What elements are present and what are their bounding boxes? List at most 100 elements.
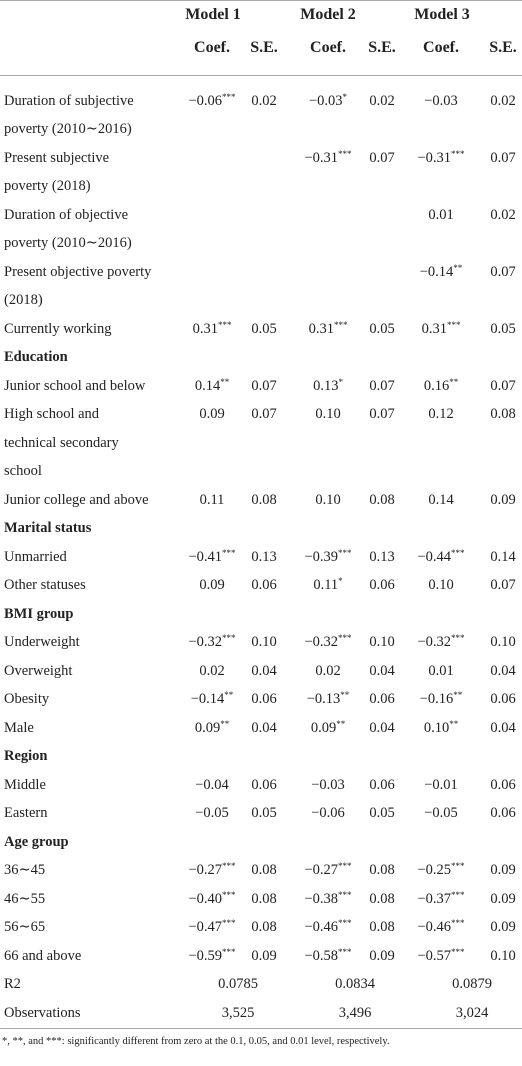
cell: −0.27*** (304, 861, 352, 879)
cell: 0.04 (251, 662, 277, 679)
cell: 0.08 (251, 862, 277, 878)
cell: −0.04 (195, 776, 229, 793)
row-label: Obesity (4, 691, 50, 707)
cell: 0.08 (490, 406, 516, 422)
row-label: Junior college and above (4, 491, 149, 508)
cell: 0.07 (490, 149, 516, 166)
column-header: Coef. (310, 39, 346, 56)
header-rule (0, 75, 522, 76)
cell: 0.13* (313, 376, 343, 394)
cell: 0.10 (490, 634, 516, 650)
cell: 3,525 (221, 1004, 255, 1021)
cell: 0.02 (199, 662, 225, 679)
cell: −0.14** (419, 262, 463, 280)
cell: 0.08 (369, 919, 395, 935)
cell: −0.06 (311, 805, 345, 821)
cell: 0.04 (369, 662, 395, 679)
row-label: Currently working (4, 320, 112, 337)
cell: 0.06 (490, 776, 516, 793)
row-label: 36∼45 (4, 862, 46, 878)
cell: 0.02 (369, 92, 395, 109)
row-label: Unmarried (4, 548, 67, 565)
cell: 0.05 (490, 320, 516, 337)
cell: −0.37*** (417, 889, 465, 907)
cell: 0.05 (369, 805, 395, 821)
cell: 0.09 (490, 491, 516, 508)
cell: 0.08 (369, 890, 395, 907)
cell: 0.13 (369, 548, 395, 565)
cell: 0.06 (490, 691, 516, 707)
cell: 0.07 (490, 263, 516, 280)
row-label: technical secondary (4, 434, 119, 451)
cell: 0.05 (251, 320, 277, 337)
cell: −0.44*** (417, 547, 465, 565)
row-label: Duration of subjective (4, 92, 134, 109)
cell: 0.01 (428, 662, 454, 679)
row-label: Middle (4, 776, 46, 793)
cell: 0.04 (490, 662, 516, 679)
cell: 0.09 (369, 947, 395, 964)
cell: 0.08 (251, 491, 277, 508)
cell: 0.04 (369, 719, 395, 736)
cell: 0.31*** (421, 319, 461, 337)
cell: 0.14** (194, 376, 230, 394)
cell: −0.14** (190, 690, 234, 708)
row-label: Observations (4, 1004, 81, 1021)
cell: 0.07 (369, 377, 395, 394)
cell: 0.10 (315, 406, 341, 422)
cell: −0.31*** (304, 148, 352, 166)
cell: −0.27*** (188, 861, 236, 879)
cell: 3,024 (455, 1004, 489, 1021)
cell: 0.05 (251, 805, 277, 821)
cell: 0.02 (251, 92, 277, 109)
cell: −0.40*** (188, 889, 236, 907)
cell: 0.14 (490, 548, 516, 565)
cell: 0.02 (490, 206, 516, 223)
section-label: BMI group (4, 605, 74, 622)
cell: 0.31*** (192, 319, 232, 337)
cell: 0.04 (251, 719, 277, 736)
cell: 0.07 (251, 377, 277, 394)
cell: 0.07 (490, 377, 516, 394)
footnote: *, **, and ***: significantly different … (2, 1036, 390, 1047)
cell: 0.04 (490, 719, 516, 736)
row-label: High school and (4, 406, 100, 422)
cell: 0.02 (490, 92, 516, 109)
cell: 0.10** (423, 718, 459, 736)
section-label: Marital status (4, 520, 92, 536)
cell: 0.09** (310, 718, 346, 736)
cell: 0.07 (369, 406, 395, 422)
cell: −0.32*** (304, 633, 352, 651)
cell: 0.09 (251, 947, 277, 964)
row-label: Male (4, 719, 34, 736)
row-label: poverty (2010∼2016) (4, 235, 132, 251)
row-label: R2 (4, 976, 21, 992)
cell: −0.03* (308, 91, 348, 109)
cell: 0.10 (251, 634, 277, 650)
cell: −0.05 (424, 805, 458, 821)
row-label: Eastern (4, 805, 48, 821)
cell: 0.16** (423, 376, 459, 394)
cell: 0.14 (428, 491, 454, 508)
cell: 3,496 (338, 1004, 372, 1021)
cell: 0.09 (490, 919, 516, 935)
cell: 0.06 (251, 776, 277, 793)
cell: −0.47*** (188, 918, 236, 936)
row-label: 46∼55 (4, 890, 46, 907)
section-label: Region (4, 748, 48, 764)
row-label: 56∼65 (4, 919, 46, 935)
section-label: Education (4, 349, 68, 365)
bottom-rule (0, 1028, 522, 1029)
row-label: school (4, 463, 42, 479)
section-label: Age group (4, 833, 69, 850)
row-label: poverty (2010∼2016) (4, 121, 132, 137)
cell: 0.06 (369, 691, 395, 707)
cell: 0.10 (428, 577, 454, 593)
cell: 0.06 (251, 691, 277, 707)
cell: 0.09 (199, 406, 225, 422)
cell: −0.03 (311, 776, 345, 793)
cell: 0.10 (490, 947, 516, 964)
cell: 0.06 (369, 776, 395, 793)
cell: −0.39*** (304, 547, 352, 565)
cell: 0.08 (369, 862, 395, 878)
